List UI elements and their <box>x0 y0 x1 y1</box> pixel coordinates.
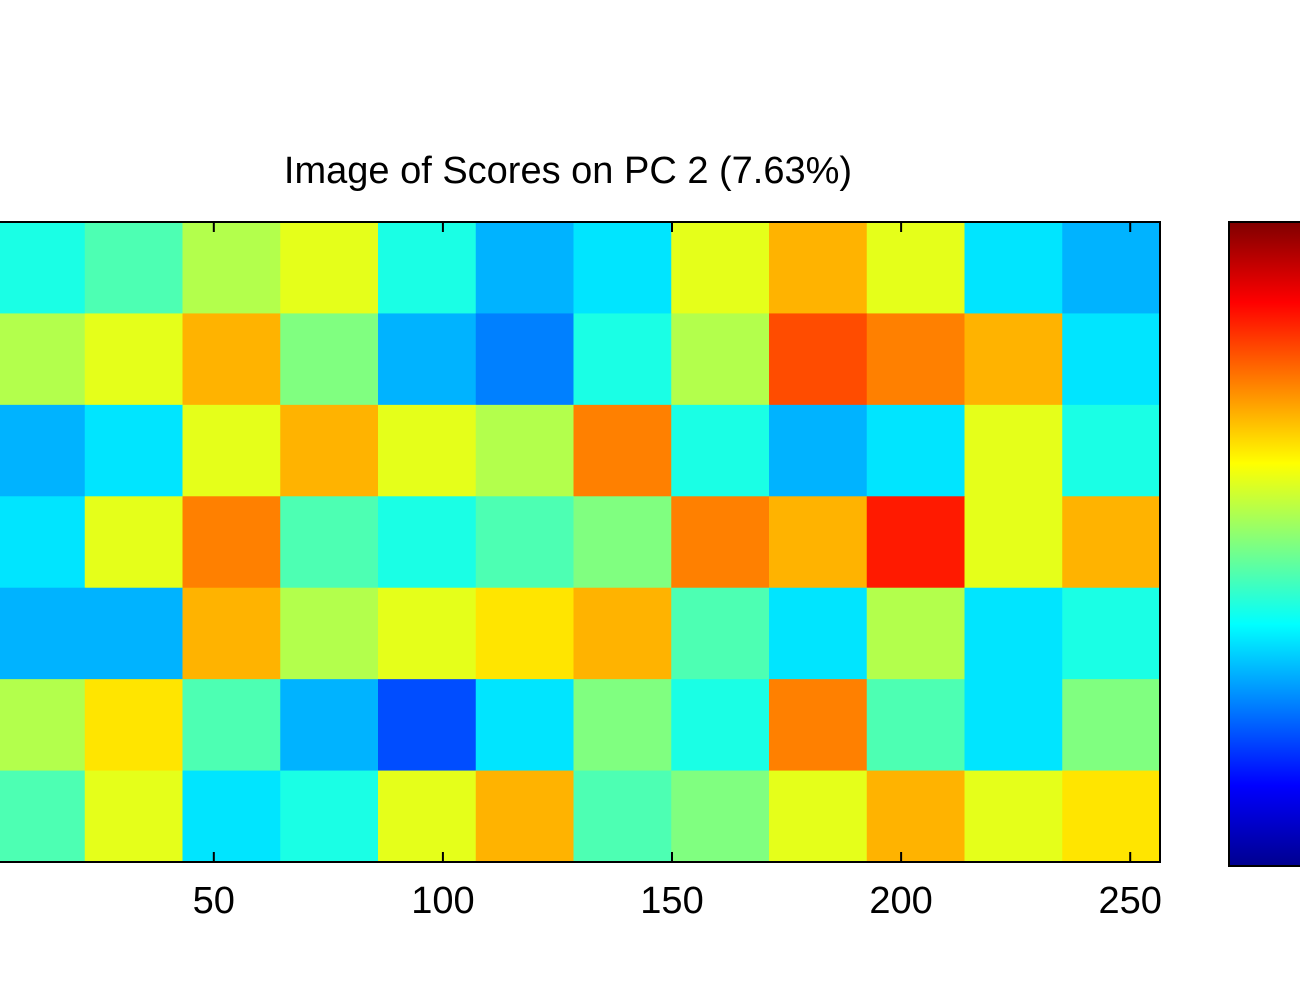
heatmap-cell <box>964 496 1063 589</box>
heatmap-cell <box>0 587 86 680</box>
heatmap-cell <box>280 404 379 497</box>
heatmap <box>0 222 1161 863</box>
heatmap-cell <box>182 313 281 406</box>
heatmap-cell <box>573 313 672 406</box>
heatmap-cell <box>84 404 183 497</box>
heatmap-cell <box>573 770 672 863</box>
heatmap-cell <box>769 222 868 314</box>
heatmap-cell <box>671 222 770 314</box>
heatmap-cell <box>671 313 770 406</box>
heatmap-cell <box>866 404 965 497</box>
heatmap-cell <box>182 770 281 863</box>
heatmap-cell <box>280 222 379 314</box>
heatmap-cell <box>378 496 477 589</box>
heatmap-cell <box>769 587 868 680</box>
heatmap-cell <box>964 587 1063 680</box>
heatmap-cell <box>0 679 86 772</box>
colorbar <box>1228 221 1300 867</box>
heatmap-cell <box>84 222 183 314</box>
plot-frame <box>0 221 1161 863</box>
chart-title: Image of Scores on PC 2 (7.63%) <box>284 150 852 192</box>
heatmap-cell <box>475 679 574 772</box>
heatmap-cell <box>866 679 965 772</box>
heatmap-cell <box>866 587 965 680</box>
x-tick-label: 200 <box>869 880 932 922</box>
heatmap-cell <box>0 770 86 863</box>
heatmap-cell <box>964 222 1063 314</box>
heatmap-cell <box>84 587 183 680</box>
x-tick-label: 250 <box>1099 880 1162 922</box>
heatmap-cell <box>573 222 672 314</box>
heatmap-cell <box>475 770 574 863</box>
heatmap-cell <box>1062 587 1161 680</box>
heatmap-cell <box>182 496 281 589</box>
heatmap-cell <box>573 496 672 589</box>
heatmap-cell <box>280 770 379 863</box>
heatmap-cell <box>0 313 86 406</box>
heatmap-cell <box>280 679 379 772</box>
heatmap-cell <box>671 496 770 589</box>
heatmap-cell <box>866 770 965 863</box>
heatmap-cell <box>280 587 379 680</box>
heatmap-cell <box>378 679 477 772</box>
heatmap-cell <box>671 587 770 680</box>
heatmap-cell <box>769 679 868 772</box>
heatmap-cell <box>84 313 183 406</box>
heatmap-cell <box>182 404 281 497</box>
heatmap-cell <box>84 679 183 772</box>
heatmap-cell <box>964 404 1063 497</box>
heatmap-cell <box>769 496 868 589</box>
x-tick-label: 150 <box>640 880 703 922</box>
x-tick-label: 50 <box>193 880 235 922</box>
heatmap-cell <box>964 770 1063 863</box>
heatmap-cell <box>573 679 672 772</box>
heatmap-cell <box>0 404 86 497</box>
heatmap-cell <box>573 587 672 680</box>
heatmap-cell <box>671 404 770 497</box>
heatmap-cell <box>1062 770 1161 863</box>
heatmap-cell <box>378 313 477 406</box>
heatmap-cell <box>1062 679 1161 772</box>
heatmap-cell <box>475 587 574 680</box>
heatmap-cell <box>475 496 574 589</box>
x-tick-label: 100 <box>411 880 474 922</box>
heatmap-cell <box>475 313 574 406</box>
heatmap-cell <box>0 496 86 589</box>
heatmap-cell <box>0 222 86 314</box>
heatmap-cell <box>475 222 574 314</box>
heatmap-cell <box>1062 496 1161 589</box>
heatmap-cell <box>182 222 281 314</box>
heatmap-cell <box>182 679 281 772</box>
heatmap-cell <box>866 222 965 314</box>
heatmap-cell <box>769 404 868 497</box>
heatmap-cell <box>378 404 477 497</box>
heatmap-cell <box>378 587 477 680</box>
heatmap-cell <box>84 770 183 863</box>
heatmap-cell <box>475 404 574 497</box>
heatmap-cell <box>378 770 477 863</box>
heatmap-cell <box>866 313 965 406</box>
heatmap-cell <box>1062 313 1161 406</box>
heatmap-cell <box>182 587 281 680</box>
heatmap-cell <box>769 313 868 406</box>
heatmap-cell <box>378 222 477 314</box>
heatmap-cell <box>573 404 672 497</box>
heatmap-cell <box>866 496 965 589</box>
heatmap-cell <box>671 770 770 863</box>
heatmap-cell <box>1062 222 1161 314</box>
heatmap-cell <box>964 313 1063 406</box>
heatmap-cell <box>280 313 379 406</box>
heatmap-cell <box>1062 404 1161 497</box>
heatmap-cell <box>671 679 770 772</box>
heatmap-cell <box>280 496 379 589</box>
heatmap-cell <box>964 679 1063 772</box>
heatmap-cell <box>84 496 183 589</box>
heatmap-cell <box>769 770 868 863</box>
